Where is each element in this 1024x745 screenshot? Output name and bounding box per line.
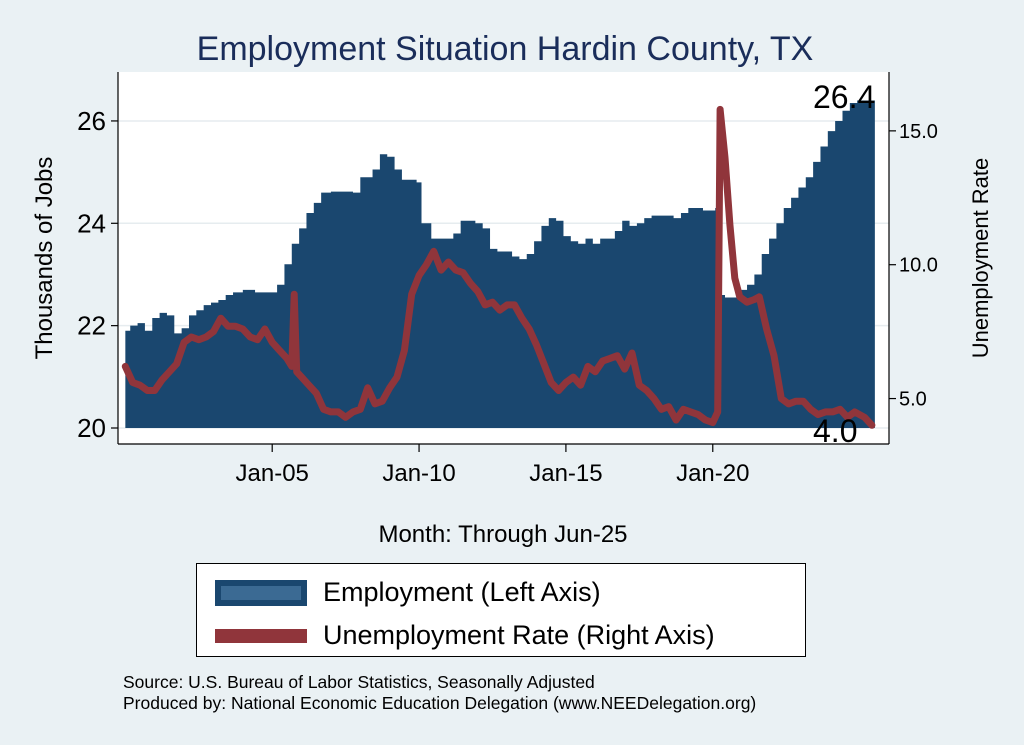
x-tick-label: Jan-20 (676, 460, 749, 487)
source-line-2: Produced by: National Economic Education… (123, 693, 757, 713)
legend-item-unemployment: Unemployment Rate (Right Axis) (215, 620, 715, 651)
x-axis-label: Month: Through Jun-25 (378, 521, 627, 548)
source-line-1: Source: U.S. Bureau of Labor Statistics,… (123, 672, 595, 692)
chart-title: Employment Situation Hardin County, TX (197, 30, 814, 68)
x-tick-label: Jan-10 (382, 460, 455, 487)
y-right-axis-label: Unemployment Rate (968, 158, 993, 359)
employment-area-layer (125, 100, 875, 429)
legend-swatch-employment (215, 579, 307, 606)
axes: 20 22 24 26 5.0 10.0 15.0 Jan-05 Jan-10 Jan-15 Jan… (77, 72, 938, 487)
right-tick-label: 10.0 (899, 255, 938, 277)
employment-area (125, 100, 875, 429)
legend-label-employment: Employment (Left Axis) (323, 577, 601, 607)
unemployment-end-label: 4.0 (813, 413, 857, 449)
right-tick-label: 5.0 (899, 389, 927, 411)
legend-item-employment: Employment (Left Axis) (215, 577, 601, 608)
legend-label-unemployment: Unemployment Rate (Right Axis) (323, 620, 715, 650)
legend: Employment (Left Axis) Unemployment Rate… (196, 563, 806, 657)
unemployment-line-layer (121, 105, 876, 429)
left-tick-label: 26 (77, 106, 106, 136)
y-left-axis-label: Thousands of Jobs (31, 157, 58, 360)
unemployment-line (121, 105, 876, 429)
legend-swatch-unemployment (215, 628, 307, 643)
x-tick-label: Jan-05 (236, 460, 309, 487)
left-tick-label: 22 (77, 311, 106, 341)
employment-end-label: 26.4 (813, 79, 875, 115)
x-tick-label: Jan-15 (529, 460, 602, 487)
left-tick-label: 20 (77, 413, 106, 443)
source-note: Source: U.S. Bureau of Labor Statistics,… (123, 672, 756, 714)
left-tick-label: 24 (77, 208, 106, 238)
right-tick-label: 15.0 (899, 121, 938, 143)
